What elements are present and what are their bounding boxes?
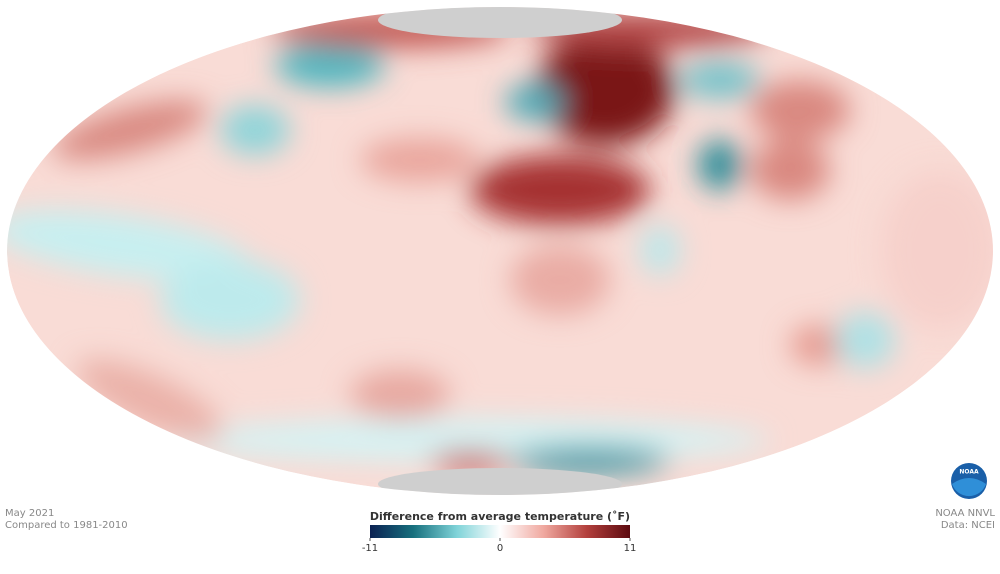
colorbar-tick-label: -11 xyxy=(362,543,378,554)
baseline-label: Compared to 1981-2010 xyxy=(5,520,128,531)
colorbar xyxy=(370,525,630,538)
period-label: May 2021 xyxy=(5,508,54,519)
data-label: Data: NCEI xyxy=(941,520,995,531)
colorbar-tick-label: 11 xyxy=(624,543,637,554)
noaa-logo: NOAA xyxy=(951,463,987,499)
source-label: NOAA NNVL xyxy=(935,508,995,519)
logo-text: NOAA xyxy=(959,469,979,476)
anomaly-map xyxy=(7,7,993,495)
colorbar-title: Difference from average temperature (˚F) xyxy=(370,510,630,523)
colorbar-tick-label: 0 xyxy=(497,543,503,554)
